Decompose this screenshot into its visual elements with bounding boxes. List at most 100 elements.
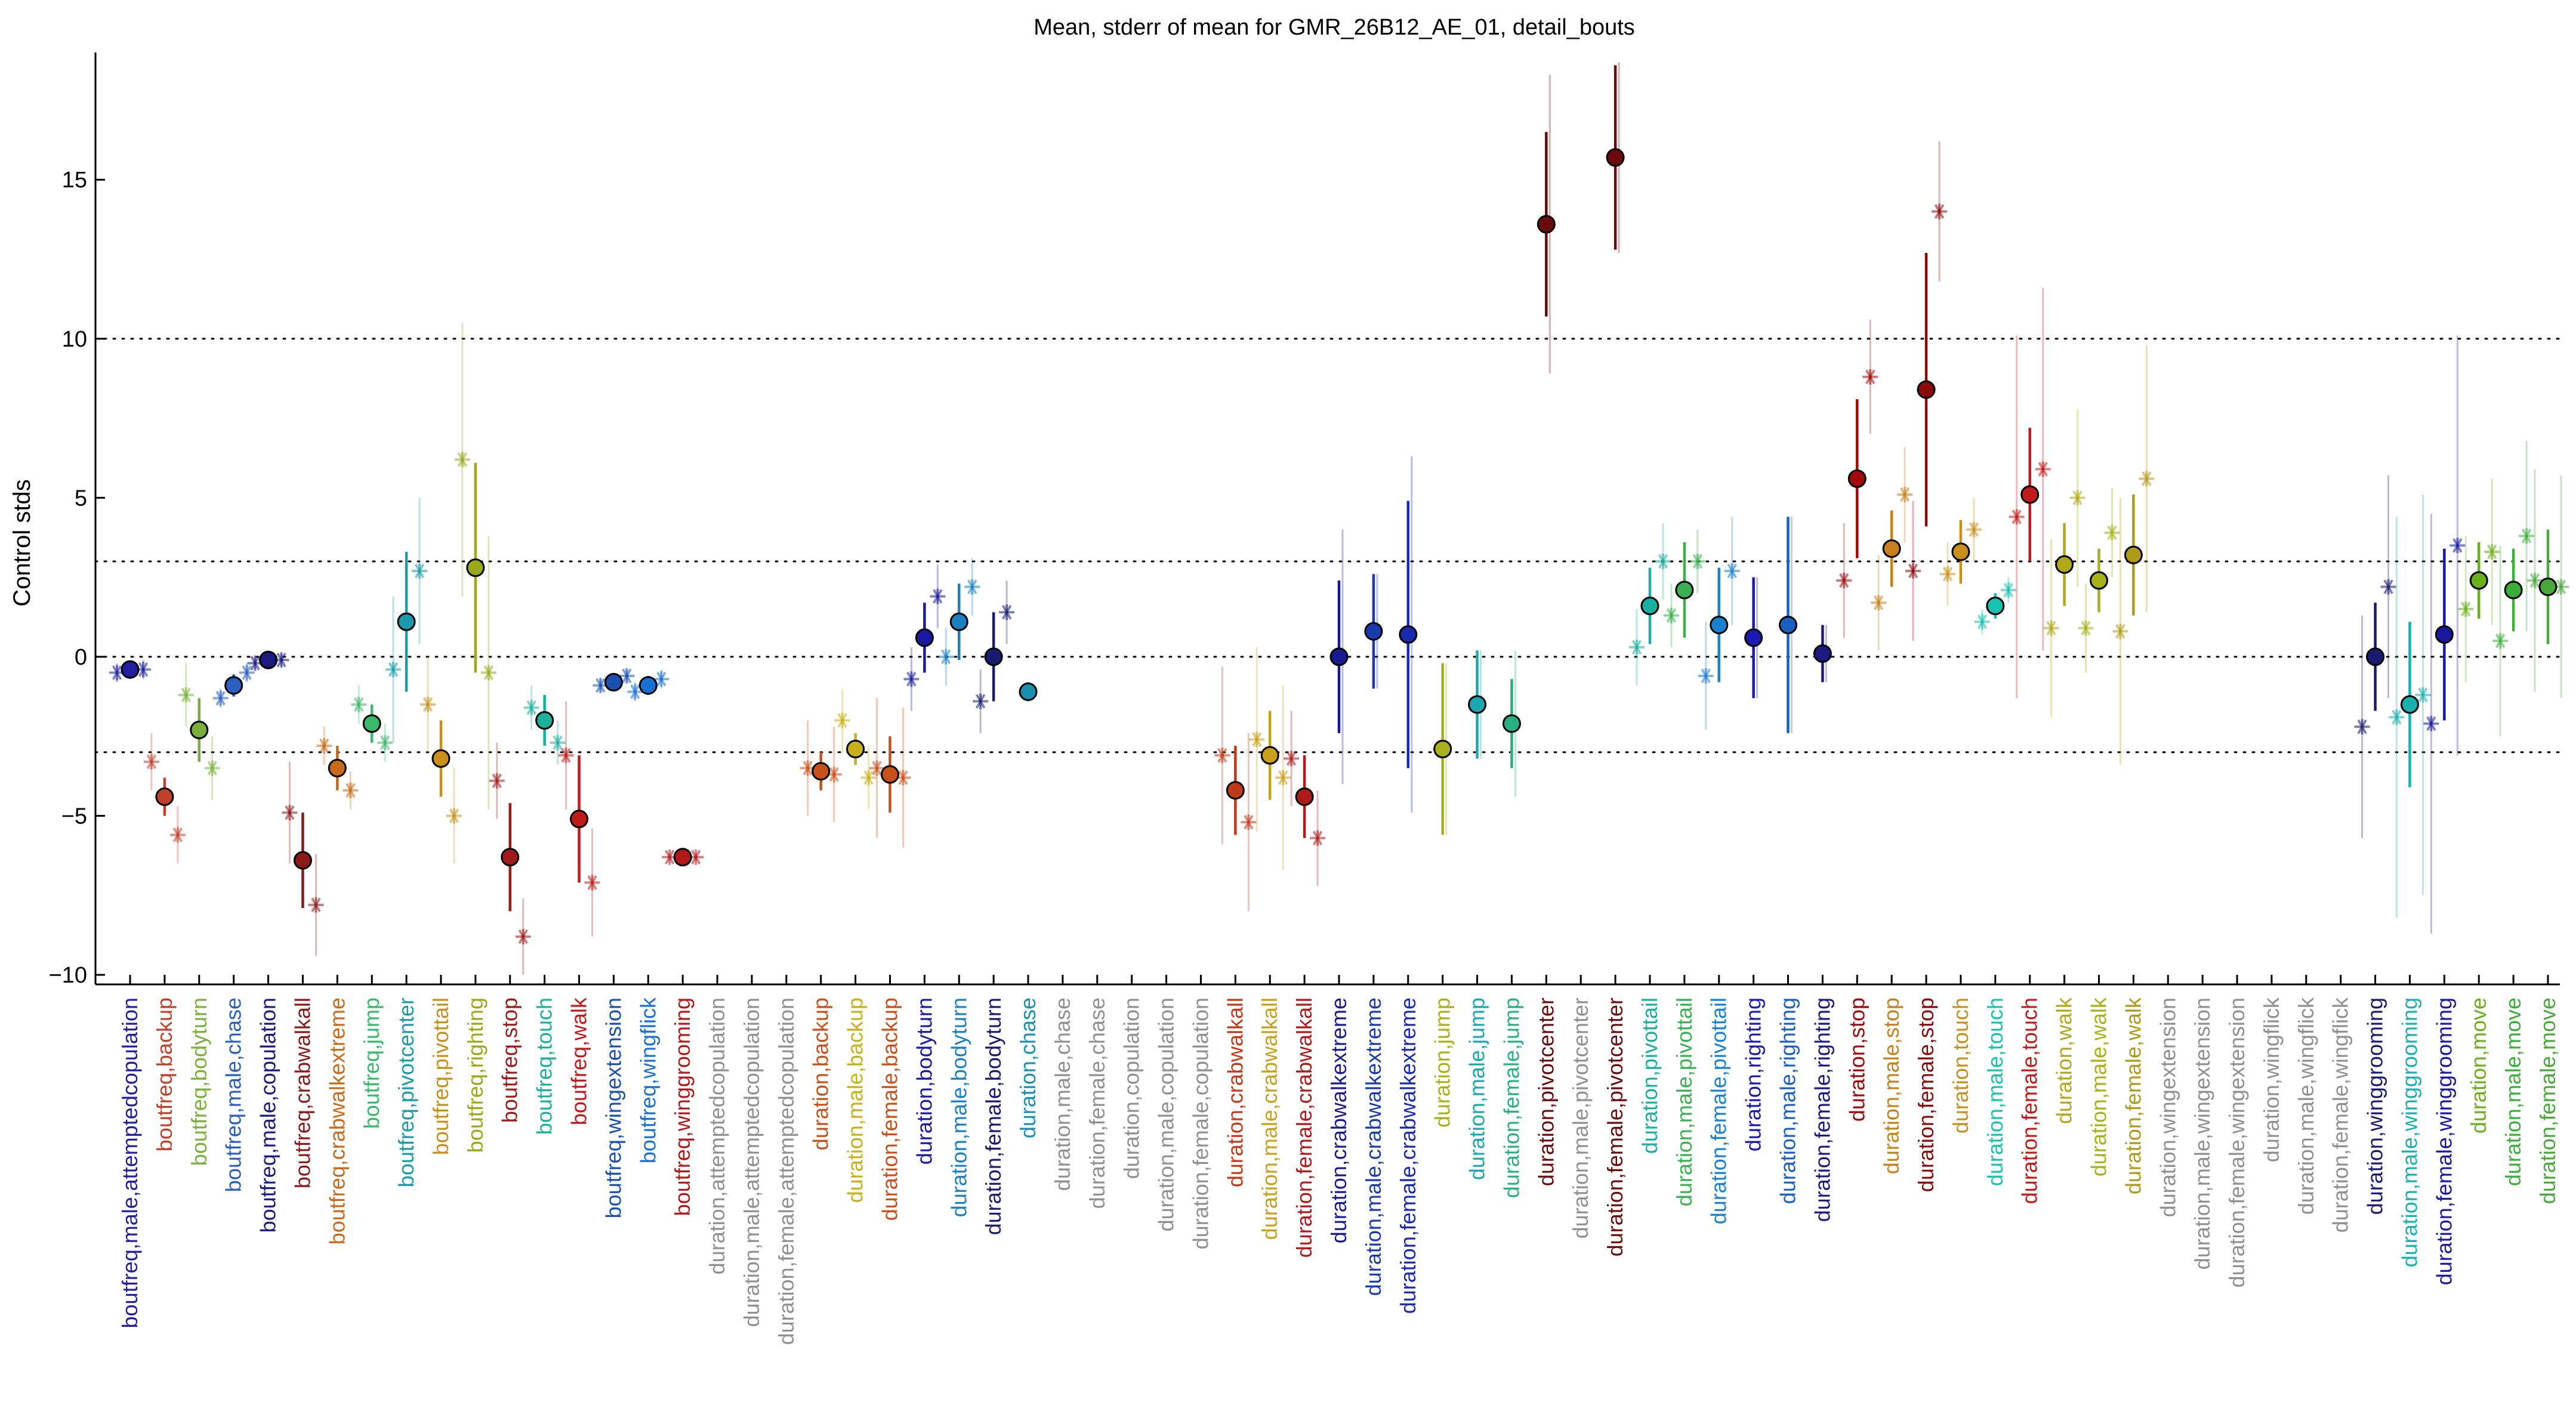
category-marks xyxy=(1249,647,1291,870)
mean-point xyxy=(812,762,831,781)
x-tick-label: duration,wingextension xyxy=(2155,998,2180,1217)
x-tick-label: boutfreq,bodyturn xyxy=(187,998,211,1166)
category-marks xyxy=(2389,495,2431,918)
individual-mean-asterisk xyxy=(523,700,539,716)
individual-mean-asterisk xyxy=(653,671,670,687)
category-marks xyxy=(627,669,670,702)
x-tick-label: duration,copulation xyxy=(1119,998,1144,1179)
individual-mean-asterisk xyxy=(377,734,393,751)
y-tick-label: 5 xyxy=(75,486,87,511)
category-marks xyxy=(109,660,151,683)
mean-point xyxy=(1951,542,1970,561)
x-tick-label: duration,backup xyxy=(809,998,833,1150)
individual-mean-asterisk xyxy=(973,693,989,709)
category-marks xyxy=(1214,666,1257,912)
category-marks xyxy=(938,558,980,685)
mean-point xyxy=(949,612,968,631)
mean-point xyxy=(2366,647,2385,666)
individual-mean-asterisk xyxy=(1897,487,1913,503)
mean-point xyxy=(1882,539,1901,558)
category-marks xyxy=(973,580,1015,733)
individual-mean-asterisk xyxy=(247,655,263,671)
mean-point xyxy=(915,628,934,647)
individual-mean-asterisk xyxy=(343,782,359,798)
y-tick-label: 10 xyxy=(62,327,87,352)
individual-mean-asterisk xyxy=(1663,607,1679,623)
category-marks xyxy=(385,498,428,743)
category-marks xyxy=(2043,409,2086,718)
chart-title: Mean, stderr of mean for GMR_26B12_AE_01… xyxy=(1034,15,1635,40)
x-tick-label: boutfreq,touch xyxy=(532,998,557,1135)
individual-mean-asterisk xyxy=(869,760,885,776)
individual-mean-asterisk xyxy=(385,662,402,678)
category-marks xyxy=(489,742,531,975)
individual-mean-asterisk xyxy=(2415,687,2431,703)
category-marks xyxy=(2423,335,2466,934)
category-marks xyxy=(2112,345,2155,765)
individual-mean-asterisk xyxy=(1862,369,1878,385)
mean-point xyxy=(1640,597,1659,616)
x-tick-label: duration,bodyturn xyxy=(912,998,936,1165)
mean-point xyxy=(1847,469,1867,488)
individual-mean-asterisk xyxy=(1284,751,1300,767)
x-tick-label: duration,touch xyxy=(1948,998,1973,1134)
x-tick-label: duration,female,pivotcenter xyxy=(1603,998,1627,1256)
individual-mean-asterisk xyxy=(2078,620,2094,636)
y-tick-label: −5 xyxy=(61,804,87,829)
x-tick-label: duration,stop xyxy=(1844,998,1869,1122)
mean-point xyxy=(2538,578,2558,597)
mean-point xyxy=(2020,485,2040,504)
mean-point xyxy=(1433,740,1452,759)
mean-point xyxy=(1019,683,1038,702)
individual-mean-asterisk xyxy=(2354,719,2370,735)
x-tick-label: duration,male,crabwalkall xyxy=(1257,998,1282,1240)
individual-mean-asterisk xyxy=(938,648,954,665)
category-marks xyxy=(2492,440,2535,737)
individual-mean-asterisk xyxy=(2104,524,2120,541)
mean-point xyxy=(1329,647,1349,666)
category-marks xyxy=(419,656,462,864)
category-marks xyxy=(593,668,635,693)
x-tick-label: duration,male,bodyturn xyxy=(946,998,971,1217)
y-axis-label: Control stds xyxy=(9,479,35,606)
individual-mean-asterisk xyxy=(1966,521,1982,538)
x-tick-label: boutfreq,backup xyxy=(152,998,177,1151)
category-marks xyxy=(1871,447,1913,651)
category-marks xyxy=(869,698,911,848)
individual-mean-asterisk xyxy=(1310,830,1326,846)
x-tick-label: duration,male,walk xyxy=(2086,997,2111,1176)
mean-point xyxy=(121,660,140,679)
mean-point xyxy=(362,714,381,733)
x-tick-label: duration,male,pivottail xyxy=(1672,998,1696,1206)
category-marks xyxy=(1744,577,1763,699)
category-marks xyxy=(1399,456,1418,813)
category-marks xyxy=(1628,523,1671,685)
category-marks xyxy=(558,701,600,937)
individual-mean-asterisk xyxy=(1689,553,1705,569)
x-tick-label: duration,female,winggrooming xyxy=(2432,998,2456,1285)
category-marks xyxy=(143,733,186,864)
individual-mean-asterisk xyxy=(1275,770,1291,786)
mean-point xyxy=(397,612,416,631)
individual-mean-asterisk xyxy=(308,897,324,913)
x-tick-label: duration,male,wingflick xyxy=(2294,997,2318,1215)
mean-point xyxy=(2435,625,2454,644)
category-marks xyxy=(1364,574,1383,689)
x-tick-label: boutfreq,righting xyxy=(463,998,488,1153)
individual-mean-asterisk xyxy=(2069,490,2086,506)
individual-mean-asterisk xyxy=(930,588,946,604)
y-axis: −10 −5 0 5 10 15 xyxy=(49,53,105,988)
x-tick-label: duration,female,stop xyxy=(1914,998,1938,1192)
individual-mean-asterisk xyxy=(454,452,470,468)
mean-point xyxy=(846,740,865,759)
individual-mean-asterisk xyxy=(1974,614,1990,630)
x-tick-label: duration,female,bodyturn xyxy=(981,998,1005,1235)
x-tick-label: duration,move xyxy=(2466,998,2491,1134)
individual-mean-asterisk xyxy=(351,696,367,712)
individual-mean-asterisk xyxy=(2449,538,2466,554)
individual-mean-asterisk xyxy=(2380,579,2396,595)
mean-point xyxy=(604,673,623,692)
individual-mean-asterisk xyxy=(1836,572,1852,588)
individual-mean-asterisk xyxy=(619,668,635,684)
individual-mean-asterisk xyxy=(1241,814,1257,830)
